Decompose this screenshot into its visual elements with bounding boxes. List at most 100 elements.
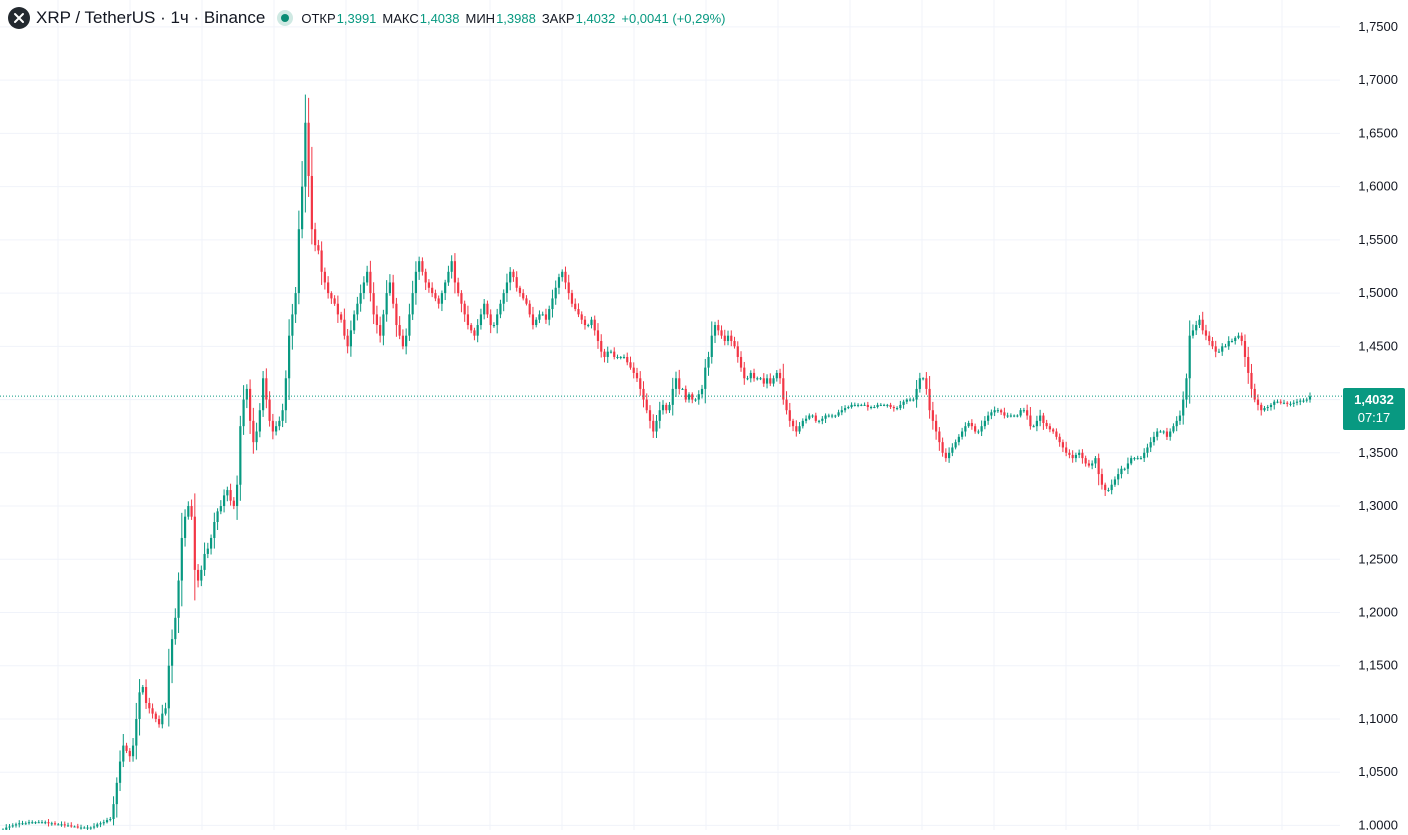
symbol-title[interactable]: XRP / TetherUS · 1ч · Binance [36,8,265,28]
candle-body [763,378,765,383]
close-value: 1,4032 [576,11,616,26]
candle-body [1221,346,1223,351]
candle-body [109,819,111,820]
candle-body [1247,357,1249,373]
candle-body [1299,401,1301,402]
candle-body [997,410,999,411]
candle-body [746,378,748,379]
candle-body [431,288,433,293]
candle-body [633,368,635,373]
candle-body [672,389,674,405]
candle-body [499,304,501,315]
candle-body [568,282,570,293]
candle-body [1192,330,1194,335]
candle-body [1176,421,1178,426]
candle-body [948,453,950,458]
candle-body [1117,474,1119,479]
candle-body [493,325,495,326]
candle-body [138,692,140,719]
candle-body [467,314,469,325]
candle-body [613,352,615,357]
candle-body [942,442,944,453]
candle-body [1241,336,1243,341]
y-tick-label: 1,3000 [1358,498,1398,513]
candle-body [740,357,742,368]
candle-body [373,293,375,314]
candle-body [168,666,170,709]
candle-body [597,330,599,341]
candle-body [915,389,917,400]
candle-body [135,719,137,746]
candle-body [145,687,147,703]
candle-body [1000,410,1002,412]
candle-body [1124,469,1126,470]
candle-body [1111,485,1113,490]
candle-body [285,378,287,410]
candle-body [1107,490,1109,491]
candle-body [636,373,638,378]
candle-body [295,293,297,314]
candle-body [720,330,722,335]
candle-body [1020,410,1022,415]
xrp-logo-icon[interactable] [8,7,30,29]
candle-body [665,405,667,410]
candle-body [867,405,869,407]
candle-body [425,272,427,283]
candle-body [356,304,358,315]
candle-body [655,421,657,432]
candle-body [249,389,251,421]
candle-body [987,416,989,421]
candle-body [629,362,631,367]
candle-body [1140,458,1142,459]
candle-body [503,293,505,304]
candle-body [200,570,202,581]
candle-body [1098,458,1100,474]
candle-body [220,506,222,511]
candle-body [623,357,625,358]
candle-body [252,421,254,442]
candle-body [190,506,192,517]
last-price-label: 1,4032 07:17 [1343,388,1405,430]
open-label: ОТКР [301,11,335,26]
candle-body [955,442,957,447]
candle-body [1146,447,1148,452]
candle-body [958,437,960,442]
candle-body [259,410,261,431]
candle-body [711,336,713,357]
candle-body [776,373,778,378]
candle-body [164,708,166,713]
candle-body [938,432,940,443]
candle-body [421,261,423,272]
candle-body [772,378,774,383]
candle-body [727,336,729,341]
candle-body [301,187,303,230]
candle-body [1283,403,1285,404]
candle-body [1046,423,1048,426]
candle-body [213,522,215,538]
candle-body [1072,455,1074,458]
candle-body [125,746,127,751]
candle-body [785,400,787,411]
candle-body [360,293,362,304]
candle-body [1215,346,1217,351]
candle-body [863,405,865,406]
ohlc-values: ОТКР 1,3991 МАКС 1,4038 МИН 1,3988 ЗАКР … [301,11,725,26]
candle-body [12,825,14,826]
candle-body [522,293,524,298]
candle-body [116,783,118,804]
candle-body [415,272,417,293]
candle-body [743,368,745,379]
symbol-legend: XRP / TetherUS · 1ч · Binance ОТКР 1,399… [8,6,725,30]
candle-body [483,304,485,315]
candle-body [216,511,218,522]
candle-body [906,400,908,402]
candle-body [685,389,687,400]
high-label: МАКС [382,11,418,26]
candle-body [1257,400,1259,405]
candle-body [353,314,355,330]
candle-body [395,304,397,325]
candle-body [519,288,521,293]
candle-body [434,293,436,298]
